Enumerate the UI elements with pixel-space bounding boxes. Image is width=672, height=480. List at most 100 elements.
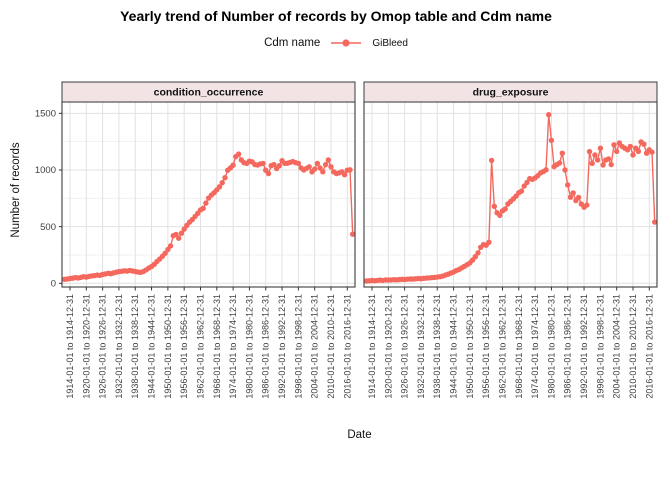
x-tick-label: 1926-01-01 to 1926-12-31 (98, 294, 108, 399)
data-point (556, 160, 563, 166)
data-point (328, 164, 334, 170)
x-tick-label: 2016-01-01 to 2016-12-31 (342, 294, 352, 399)
data-point (543, 167, 549, 173)
x-tick-label: 1956-01-01 to 1956-12-31 (481, 294, 491, 399)
data-point (167, 243, 174, 249)
x-tick-label: 1914-01-01 to 1914-12-31 (65, 294, 75, 399)
x-tick-label: 2004-01-01 to 2004-12-31 (310, 294, 320, 399)
data-point (586, 148, 593, 155)
y-tick-label: 1500 (35, 109, 56, 120)
x-tick-label: 2010-01-01 to 2010-12-31 (628, 294, 638, 399)
data-point (630, 152, 636, 158)
legend-key (329, 36, 363, 50)
x-tick-label: 1944-01-01 to 1944-12-31 (147, 294, 157, 399)
data-point (276, 163, 282, 169)
data-point (235, 151, 242, 157)
data-point (295, 160, 302, 167)
x-axis-title: Date (347, 429, 372, 441)
data-point (203, 200, 209, 206)
panel-background (364, 102, 657, 287)
facet-panel: condition_occurrence 1914-01-01 to 1914-1… (61, 81, 356, 399)
data-point (271, 161, 277, 168)
x-tick-label: 1986-01-01 to 1986-12-31 (261, 294, 271, 399)
x-tick-label: 1950-01-01 to 1950-12-31 (163, 294, 173, 399)
facet-panel: drug_exposure 1914-01-01 to 1914-12-31 192… (363, 81, 658, 399)
data-point (605, 156, 612, 162)
data-series (62, 151, 355, 282)
data-point (502, 206, 508, 212)
data-point (524, 179, 530, 186)
data-point (475, 250, 481, 256)
data-point (219, 180, 225, 186)
data-point (162, 250, 168, 256)
data-point (222, 175, 228, 181)
data-point (592, 152, 598, 158)
data-point (347, 167, 353, 173)
data-point (350, 231, 355, 237)
x-tick-label: 2004-01-01 to 2004-12-31 (612, 294, 622, 399)
x-tick-label: 1926-01-01 to 1926-12-31 (400, 294, 410, 399)
data-point (181, 226, 187, 232)
y-tick-label: 0 (51, 279, 56, 290)
x-tick-label: 1944-01-01 to 1944-12-31 (449, 294, 459, 399)
y-tick-label: 500 (40, 222, 56, 233)
data-point (562, 167, 568, 173)
legend-key-icon (331, 39, 362, 47)
panel-background (62, 102, 355, 287)
data-point (312, 166, 318, 172)
data-point (260, 160, 266, 167)
x-tick-label: 1992-01-01 to 1992-12-31 (277, 294, 287, 399)
facet-strip (363, 81, 658, 103)
x-tick-label: 1932-01-01 to 1932-12-31 (114, 294, 124, 399)
facet-strip-label: condition_occurrence (154, 87, 264, 99)
x-tick-label: 1956-01-01 to 1956-12-31 (179, 294, 189, 399)
data-point (216, 184, 223, 190)
x-tick-label: 1938-01-01 to 1938-12-31 (130, 294, 140, 399)
y-tick-label: 1000 (35, 165, 56, 176)
data-point (314, 160, 321, 167)
data-point (472, 254, 478, 260)
x-tick-label: 1974-01-01 to 1974-12-31 (228, 294, 238, 399)
x-tick-label: 1968-01-01 to 1968-12-31 (212, 294, 222, 399)
data-point (486, 239, 492, 245)
legend-title: Cdm name (264, 37, 321, 49)
data-point (200, 205, 206, 211)
y-axis-title: Number of records (10, 142, 22, 238)
data-point (559, 150, 565, 156)
data-point (627, 143, 633, 150)
data-point (652, 219, 657, 225)
data-point (597, 145, 604, 151)
data-point (575, 194, 582, 201)
x-tick-label: 1914-01-01 to 1914-12-31 (367, 294, 377, 399)
legend-key-dot (342, 39, 350, 47)
x-tick-label: 1998-01-01 to 1998-12-31 (595, 294, 605, 399)
data-point (570, 190, 576, 196)
data-point (548, 137, 555, 143)
data-point (594, 157, 601, 163)
data-point (567, 194, 574, 200)
data-point (230, 162, 236, 168)
x-tick-label: 1950-01-01 to 1950-12-31 (465, 294, 475, 399)
data-point (589, 160, 595, 167)
data-point (600, 162, 606, 168)
x-tick-label: 1980-01-01 to 1980-12-31 (546, 294, 556, 399)
legend-item-label: GiBleed (372, 37, 408, 49)
data-point (317, 165, 323, 171)
data-point (546, 112, 552, 118)
data-point (608, 161, 614, 168)
data-point (341, 172, 348, 178)
data-point (173, 231, 179, 238)
data-point (611, 142, 617, 148)
x-tick-label: 1974-01-01 to 1974-12-31 (530, 294, 540, 399)
x-tick-label: 1920-01-01 to 1920-12-31 (81, 294, 91, 399)
x-tick-label: 1980-01-01 to 1980-12-31 (244, 294, 254, 399)
data-point (488, 157, 495, 164)
data-point (178, 230, 185, 236)
x-tick-label: 1920-01-01 to 1920-12-31 (383, 294, 393, 399)
x-tick-label: 1992-01-01 to 1992-12-31 (579, 294, 589, 399)
facet-strip-label: drug_exposure (473, 87, 549, 99)
x-tick-label: 1986-01-01 to 1986-12-31 (563, 294, 573, 399)
x-tick-label: 2016-01-01 to 2016-12-31 (644, 294, 654, 399)
